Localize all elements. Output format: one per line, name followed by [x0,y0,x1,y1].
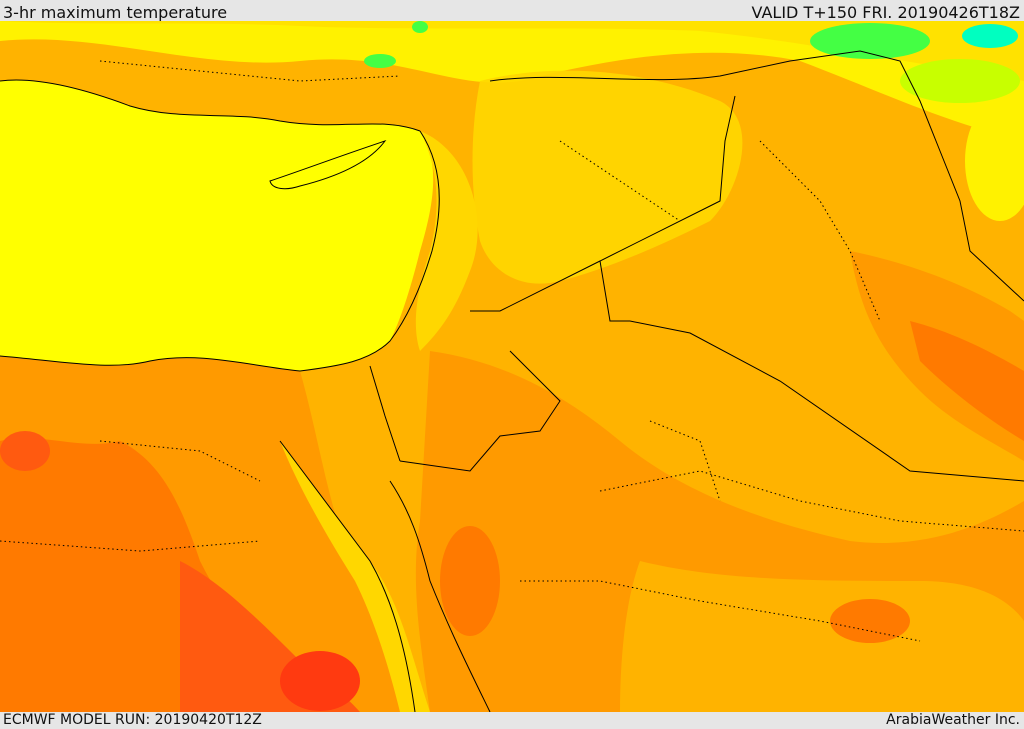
border-jordan-saudi [399,350,561,472]
coastline-cyprus [269,140,387,190]
saudi-amber-zone [620,561,1024,712]
border-syria-iraq [599,95,736,322]
cool-patch-north [810,23,930,59]
border-egypt-israel [369,365,401,462]
dotted-turkey-a [99,60,401,82]
lime-patch-northeast [900,59,1020,103]
dotted-iraq-a [759,140,881,322]
coastlines [0,79,491,712]
dotted-egypt-a [99,440,261,482]
dotted-egypt-sudan [0,540,261,552]
syria-gold-zone [472,70,743,284]
dotted-syria-a [559,140,681,222]
temperature-map [0,21,1024,712]
map-header: 3-hr maximum temperature VALID T+150 FRI… [0,0,1024,22]
map-footer: ECMWF MODEL RUN: 20190420T12Z ArabiaWeat… [0,712,1024,729]
map-title: 3-hr maximum temperature [3,3,228,22]
hot-patch-hejaz [440,526,500,636]
turkey-gold-zone [0,21,1024,81]
province-borders [0,60,1024,642]
coastline-egypt [0,355,301,372]
valid-time: VALID T+150 FRI. 20190426T18Z [751,3,1020,22]
country-borders [369,50,1024,482]
dotted-saudi-b [520,580,921,642]
credit-label: ArabiaWeather Inc. [886,712,1020,728]
border-syria-jordan [470,260,601,312]
red-sea-zone [280,441,430,712]
cool-patch-northeast [962,24,1018,48]
hot-spot-south [280,651,360,711]
hot-spot-west [0,431,50,471]
coastline-levant [299,130,440,372]
mediterranean-sea [0,80,434,372]
border-turkey-syria-iraq [489,50,1024,302]
cool-spot-anatolia [364,54,396,68]
iraq-dark-orange-zone [910,321,1024,441]
model-run-label: ECMWF MODEL RUN: 20190420T12Z [3,712,262,728]
yellow-patch-east [965,101,1024,221]
levant-coast-zone [415,131,478,351]
cool-spot-north [412,21,428,33]
border-saudi-iraq [629,320,1024,482]
coastline-red-sea-east [389,480,491,712]
coastline-red-sea-west [279,440,416,712]
hot-patch-saudi [830,599,910,643]
temperature-map-svg [0,21,1024,712]
dotted-saudi-a [599,470,1024,532]
coastline-anatolia [0,79,421,132]
